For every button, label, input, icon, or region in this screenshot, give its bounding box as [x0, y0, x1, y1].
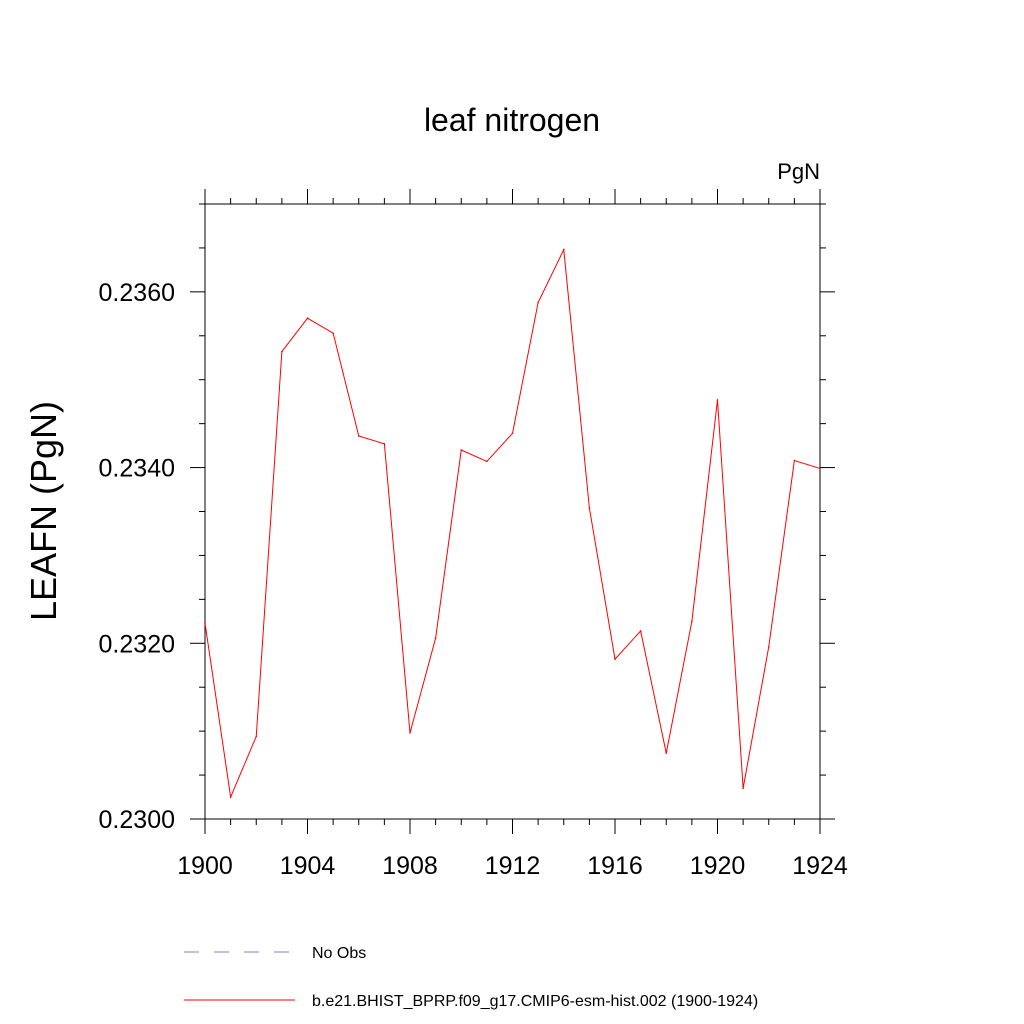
- data-point: [639, 630, 642, 632]
- data-point: [434, 637, 437, 639]
- units-label: PgN: [777, 159, 820, 184]
- x-tick-label: 1916: [587, 852, 643, 880]
- x-tick-label: 1920: [690, 852, 746, 880]
- data-point: [562, 248, 565, 251]
- data-point: [767, 646, 770, 648]
- data-point: [537, 301, 539, 304]
- data-point: [229, 796, 232, 798]
- data-point: [793, 459, 796, 462]
- y-axis: 0.2300 0.2320 0.2340 0.2360: [99, 279, 835, 834]
- data-point: [281, 350, 283, 353]
- legend: No Obs b.e21.BHIST_BPRP.f09_g17.CMIP6-es…: [184, 945, 758, 1010]
- data-point: [255, 735, 258, 738]
- data-point: [460, 449, 463, 451]
- data-point: [409, 732, 411, 734]
- data-point: [691, 620, 693, 623]
- data-point: [357, 435, 360, 437]
- x-tick-label: 1912: [485, 852, 541, 880]
- data-point: [742, 787, 744, 790]
- y-tick-label: 0.2320: [99, 630, 175, 658]
- legend-label-no-obs: No Obs: [312, 945, 366, 962]
- data-point: [716, 399, 719, 401]
- legend-label-model-run: b.e21.BHIST_BPRP.f09_g17.CMIP6-esm-hist.…: [312, 993, 758, 1010]
- x-tick-label: 1924: [792, 852, 848, 880]
- x-axis: 1900 1904 1908 1912 1916 1920 1924: [177, 189, 848, 880]
- x-tick-label: 1904: [280, 852, 336, 880]
- x-tick-label: 1908: [382, 852, 438, 880]
- data-point: [614, 658, 616, 660]
- data-point: [665, 752, 668, 754]
- data-point: [383, 443, 386, 445]
- data-point: [588, 507, 591, 509]
- y-tick-label: 0.2340: [99, 455, 175, 483]
- data-point: [306, 317, 309, 320]
- minor-tick-layer: [199, 198, 826, 825]
- y-tick-label: 0.2300: [99, 806, 175, 834]
- data-point: [332, 332, 334, 334]
- chart-title: leaf nitrogen: [424, 102, 600, 138]
- data-point: [511, 432, 514, 435]
- y-axis-label: LEAFN (PgN): [23, 401, 64, 621]
- data-point: [486, 460, 488, 463]
- data-point: [819, 467, 821, 470]
- data-point: [204, 622, 206, 624]
- y-tick-label: 0.2360: [99, 279, 175, 307]
- x-tick-label: 1900: [177, 852, 233, 880]
- series-layer: [204, 247, 821, 799]
